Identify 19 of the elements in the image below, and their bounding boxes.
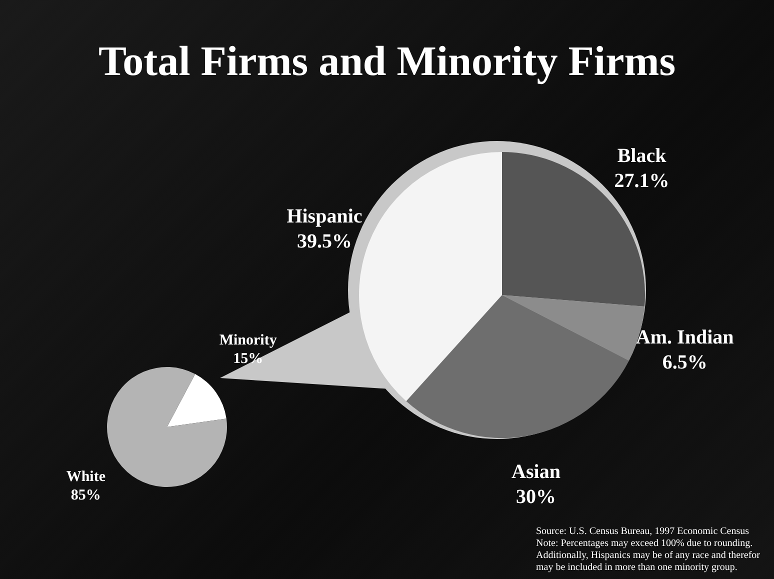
data-label: 6.5% — [662, 351, 708, 374]
data-label: 27.1% — [614, 170, 670, 192]
data-label: 85% — [70, 488, 101, 504]
text: Note: Percentages may exceed 100% due to rounding. — [536, 538, 754, 550]
text: Total Firms and Minority Firms — [97, 38, 677, 86]
source-note: Source: U.S. Census Bureau, 1997 Economic Census — [536, 526, 750, 538]
slice-label: White — [66, 468, 106, 485]
data-label: 15% — [233, 351, 264, 368]
slice-label: Hispanic — [286, 206, 362, 228]
slice-label: Black — [617, 145, 668, 168]
data-label: 30% — [516, 486, 556, 508]
pie-slice — [406, 295, 630, 438]
pie-slice — [167, 374, 226, 427]
data-label: 39.5% — [296, 230, 352, 253]
pie-slice — [107, 367, 227, 487]
slice-label: Minority — [219, 332, 278, 348]
slice-label: Am. Indian — [636, 326, 734, 348]
slice-label: Asian — [512, 461, 560, 484]
text: Additionally, Hispanics may be of any race and therefor may be included in more than one minority group. — [536, 550, 761, 574]
